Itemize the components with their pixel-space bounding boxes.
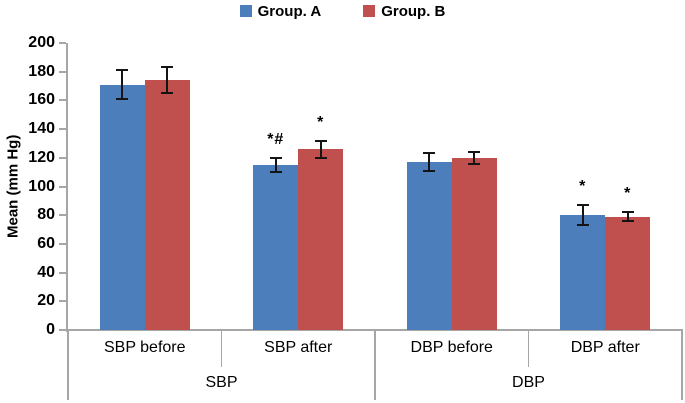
error-bar-group-a-sbp-after — [274, 157, 277, 173]
error-bar-cap-top-group-b-dbp-after — [621, 211, 634, 214]
legend-swatch-group-b-icon — [363, 5, 376, 17]
legend-item-group-b: Group. B — [363, 3, 445, 20]
axis-separator-minor-1 — [527, 331, 529, 367]
error-bar-cap-bottom-group-b-dbp-after — [621, 219, 634, 222]
error-bar-cap-bottom-group-b-sbp-before — [161, 92, 174, 95]
y-tick-label-120: 120 — [28, 148, 55, 166]
axis-separator-major-1 — [374, 330, 376, 400]
error-bar-group-a-dbp-before — [428, 153, 431, 171]
bar-group-a-sbp-after — [253, 164, 299, 330]
legend-label-group-b: Group. B — [381, 2, 446, 20]
y-tick-label-80: 80 — [37, 206, 55, 224]
y-tick-label-100: 100 — [28, 177, 55, 195]
legend-item-group-a: Group. A — [239, 2, 322, 20]
x-category-label-sbp-before: SBP before — [103, 339, 186, 356]
bar-group-a-sbp-before — [99, 84, 145, 330]
x-group-label-dbp: DBP — [512, 374, 545, 391]
error-bar-group-a-sbp-before — [121, 70, 124, 99]
error-bar-cap-bottom-group-a-dbp-before — [423, 169, 436, 172]
bar-group-b-dbp-after — [605, 216, 651, 330]
y-tick-mark-80 — [59, 214, 66, 217]
error-bar-group-b-dbp-before — [473, 152, 476, 164]
y-tick-mark-200 — [59, 42, 66, 44]
bar-group-a-dbp-before — [406, 162, 452, 330]
error-bar-group-b-sbp-after — [319, 140, 322, 158]
y-tick-label-140: 140 — [28, 120, 55, 138]
y-tick-label-60: 60 — [37, 234, 55, 252]
error-bar-cap-bottom-group-b-dbp-before — [468, 162, 481, 165]
y-tick-label-180: 180 — [28, 62, 55, 80]
y-tick-mark-120 — [59, 156, 66, 159]
annotation-group-a-sbp-after: *# — [267, 130, 285, 148]
y-tick-label-160: 160 — [28, 91, 55, 109]
y-tick-label-40: 40 — [37, 263, 55, 281]
x-category-label-sbp-after: SBP after — [264, 339, 333, 356]
error-bar-cap-top-group-b-sbp-before — [161, 66, 174, 69]
y-tick-label-0: 0 — [46, 321, 55, 338]
error-bar-group-b-sbp-before — [166, 67, 169, 94]
error-bar-cap-bottom-group-a-sbp-after — [269, 171, 282, 174]
error-bar-group-b-dbp-after — [626, 212, 629, 221]
annotation-group-b-dbp-after: * — [624, 185, 632, 203]
x-group-label-sbp: SBP — [205, 374, 238, 391]
y-tick-mark-0 — [59, 329, 66, 331]
bar-group-b-sbp-before — [144, 80, 190, 330]
y-tick-mark-60 — [59, 242, 66, 245]
annotation-group-b-sbp-after: * — [317, 113, 325, 131]
x-category-label-dbp-after: DBP after — [570, 339, 640, 356]
axis-separator-minor-0 — [220, 331, 222, 367]
y-tick-label-200: 200 — [28, 34, 55, 51]
error-bar-cap-bottom-group-a-sbp-before — [116, 97, 129, 100]
error-bar-cap-bottom-group-b-sbp-after — [314, 156, 327, 159]
y-tick-mark-180 — [59, 70, 66, 73]
y-tick-mark-40 — [59, 271, 66, 274]
error-bar-cap-top-group-b-dbp-before — [468, 151, 481, 154]
error-bar-cap-top-group-a-dbp-after — [576, 204, 589, 207]
bar-group-a-dbp-after — [560, 215, 606, 330]
chart-legend: Group. A Group. B — [0, 0, 685, 22]
error-bar-cap-top-group-a-sbp-after — [269, 156, 282, 159]
x-category-label-dbp-before: DBP before — [410, 339, 493, 356]
error-bar-group-a-dbp-after — [581, 205, 584, 226]
y-tick-mark-100 — [59, 185, 66, 188]
error-bar-cap-top-group-a-sbp-before — [116, 69, 129, 72]
y-tick-mark-140 — [59, 128, 66, 131]
legend-label-group-a: Group. A — [257, 2, 322, 20]
legend-swatch-group-a-icon — [239, 5, 252, 17]
y-tick-mark-20 — [59, 300, 66, 303]
axis-separator-major-2 — [681, 330, 683, 400]
error-bar-cap-top-group-a-dbp-before — [423, 152, 436, 155]
error-bar-cap-top-group-b-sbp-after — [314, 139, 327, 142]
annotation-group-a-dbp-after: * — [579, 178, 587, 196]
bar-group-b-dbp-before — [451, 157, 497, 330]
y-tick-label-20: 20 — [37, 292, 55, 310]
y-axis-line — [66, 43, 68, 332]
error-bar-cap-bottom-group-a-dbp-after — [576, 224, 589, 227]
axis-separator-major-0 — [67, 330, 69, 400]
bar-group-b-sbp-after — [298, 149, 344, 330]
y-tick-mark-160 — [59, 99, 66, 102]
